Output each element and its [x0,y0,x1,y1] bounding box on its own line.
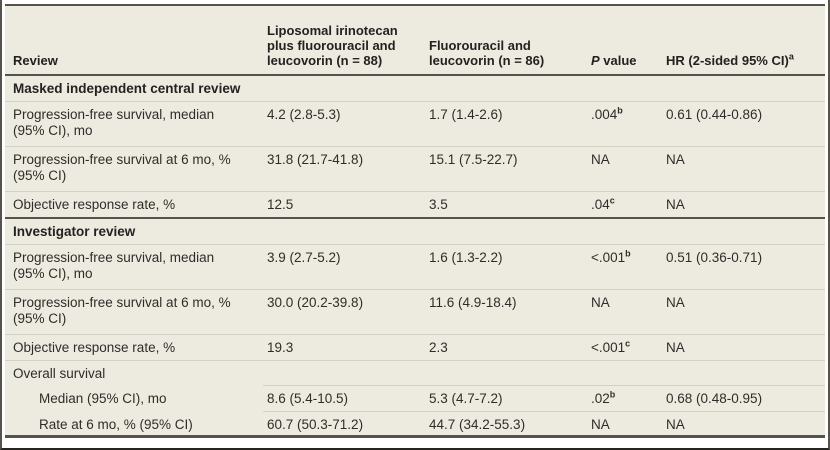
pvalue-cell: <.001c [587,334,662,360]
pvalue-text: .004 [591,107,618,122]
value-cell: 60.7 (50.3-71.2) [263,411,425,435]
value-cell: 2.3 [425,334,587,360]
pvalue-cell: .02b [587,385,662,411]
row-label-cell: Progression-free survival, median (95% C… [5,101,263,146]
row-label-cell: Progression-free survival, median (95% C… [5,244,263,289]
table-row: Objective response rate, % 19.3 2.3 <.00… [5,334,825,360]
pvalue-cell: NA [587,411,662,435]
value-cell: 5.3 (4.7-7.2) [425,385,587,411]
row-label-cell: Objective response rate, % [5,191,263,217]
hr-cell: 0.61 (0.44-0.86) [662,101,825,146]
row-label-cell: Rate at 6 mo, % (95% CI) [5,411,263,435]
pvalue-cell: .04c [587,191,662,217]
table-row: Rate at 6 mo, % (95% CI) 60.7 (50.3-71.2… [5,411,825,435]
hr-cell: NA [662,191,825,217]
value-cell: 19.3 [263,334,425,360]
footnote-marker: b [617,105,623,116]
value-cell: 11.6 (4.9-18.4) [425,289,587,334]
subsection-row-overall-survival: Overall survival [5,360,825,385]
hr-cell: NA [662,289,825,334]
value-cell: 31.8 (21.7-41.8) [263,146,425,191]
table-row: Median (95% CI), mo 8.6 (5.4-10.5) 5.3 (… [5,385,825,411]
col-header-arm1: Liposomal irinotecan plus fluorouracil a… [267,23,398,68]
pvalue-text: .04 [591,197,610,212]
col-header-review: Review [13,53,58,68]
pvalue-text: .02 [591,391,610,406]
section-row-investigator-review: Investigator review [5,217,825,244]
p-rest: value [599,53,637,68]
value-cell: 30.0 (20.2-39.8) [263,289,425,334]
section-row-central-review: Masked independent central review [5,74,825,101]
footnote-marker: b [625,248,631,259]
footnote-marker: c [609,195,615,206]
pvalue-cell: NA [587,289,662,334]
value-cell: 3.9 (2.7-5.2) [263,244,425,289]
table-row: Objective response rate, % 12.5 3.5 .04c… [5,191,825,217]
subsection-label: Overall survival [5,360,825,385]
footnote-marker: c [625,338,631,349]
pvalue-cell: .004b [587,101,662,146]
hr-cell: 0.51 (0.36-0.71) [662,244,825,289]
hr-cell: NA [662,411,825,435]
row-label-cell: Progression-free survival at 6 mo, % (95… [5,289,263,334]
value-cell: 4.2 (2.8-5.3) [263,101,425,146]
pvalue-text: <.001 [591,250,626,265]
pvalue-text: <.001 [591,340,626,355]
value-cell: 15.1 (7.5-22.7) [425,146,587,191]
hr-cell: NA [662,334,825,360]
value-cell: 8.6 (5.4-10.5) [263,385,425,411]
table-row: Progression-free survival at 6 mo, % (95… [5,289,825,334]
col-header-arm2: Fluorouracil and leucovorin (n = 86) [429,38,545,68]
hr-cell: NA [662,146,825,191]
row-label-cell: Progression-free survival at 6 mo, % (95… [5,146,263,191]
section-label: Masked independent central review [5,74,825,101]
outcomes-table: Review Liposomal irinotecan plus fluorou… [5,4,825,438]
row-label-cell: Objective response rate, % [5,334,263,360]
value-cell: 1.7 (1.4-2.6) [425,101,587,146]
col-header-hr: HR (2-sided 95% CI)a [662,6,825,74]
value-cell: 3.5 [425,191,587,217]
value-cell: 1.6 (1.3-2.2) [425,244,587,289]
table-row: Progression-free survival, median (95% C… [5,101,825,146]
row-label-cell: Median (95% CI), mo [5,385,263,411]
value-cell: 12.5 [263,191,425,217]
table-row: Progression-free survival, median (95% C… [5,244,825,289]
pvalue-cell: NA [587,146,662,191]
col-header-pvalue: P value [587,6,662,74]
section-label: Investigator review [5,217,825,244]
hr-label: HR (2-sided 95% CI) [666,53,789,68]
hr-cell: 0.68 (0.48-0.95) [662,385,825,411]
value-cell: 44.7 (34.2-55.3) [425,411,587,435]
p-italic: P [591,53,600,68]
table-header-row: Review Liposomal irinotecan plus fluorou… [5,6,825,74]
pvalue-cell: <.001b [587,244,662,289]
table-row: Progression-free survival at 6 mo, % (95… [5,146,825,191]
footnote-marker: b [609,389,616,400]
hr-footnote-marker: a [788,51,794,62]
